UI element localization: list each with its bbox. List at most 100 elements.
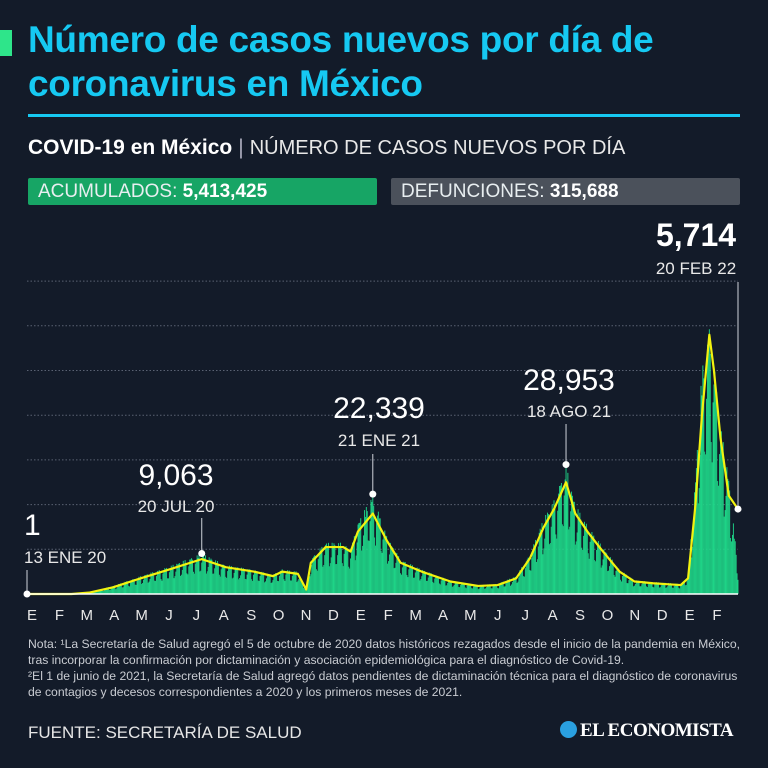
x-tick-label: N: [629, 607, 640, 624]
daily-bar: [480, 585, 482, 594]
daily-bar: [680, 585, 682, 594]
daily-bar: [153, 573, 155, 594]
daily-bar: [326, 543, 328, 594]
daily-bar: [132, 579, 134, 594]
daily-bar: [457, 582, 459, 594]
daily-bar: [691, 557, 693, 594]
daily-bar: [678, 587, 680, 594]
daily-bar: [693, 525, 695, 594]
daily-bar: [282, 571, 284, 594]
accumulated-value: 5,413,425: [182, 181, 268, 202]
daily-bar: [157, 571, 159, 594]
daily-bar: [177, 564, 179, 594]
daily-bar: [621, 581, 622, 594]
daily-bar: [351, 550, 352, 594]
daily-bar: [240, 575, 242, 594]
annotation-value: 22,339: [333, 392, 425, 425]
daily-bar: [211, 559, 213, 594]
daily-bar: [736, 573, 738, 594]
daily-bar: [285, 574, 287, 594]
peak-annotation: 5,714 20 FEB 22: [656, 217, 742, 513]
daily-bar: [663, 583, 665, 594]
daily-bar: [549, 543, 551, 594]
deaths-badge: DEFUNCIONES: 315,688: [391, 178, 740, 205]
daily-bar: [255, 571, 257, 594]
daily-bar: [483, 584, 485, 594]
daily-bar: [639, 586, 641, 594]
daily-bar: [347, 548, 349, 594]
daily-bar: [486, 584, 488, 594]
daily-bar: [122, 587, 124, 594]
daily-bar: [155, 580, 156, 594]
x-tick-label: O: [273, 607, 285, 624]
daily-bar: [581, 547, 583, 594]
daily-bar: [516, 582, 518, 594]
daily-bar: [262, 574, 264, 594]
daily-bar: [438, 583, 440, 594]
daily-bar: [340, 548, 342, 594]
daily-bar: [729, 490, 731, 594]
daily-bar: [266, 573, 268, 594]
daily-bar: [416, 567, 418, 594]
x-tick-label: F: [384, 607, 393, 624]
daily-bar: [590, 535, 592, 594]
annotation-dot: [734, 505, 742, 513]
daily-bar: [314, 555, 315, 594]
daily-bar: [466, 585, 468, 594]
daily-bar: [179, 563, 181, 594]
daily-bar: [328, 566, 330, 594]
daily-bar: [720, 431, 722, 594]
daily-bar: [569, 526, 571, 594]
daily-bar: [162, 573, 164, 594]
daily-bar: [660, 585, 662, 594]
daily-bar: [631, 579, 633, 594]
daily-bar: [139, 578, 141, 594]
daily-bar: [364, 516, 366, 594]
daily-bar: [568, 529, 570, 594]
daily-bar: [421, 576, 423, 594]
daily-bar: [550, 526, 552, 594]
daily-bar: [669, 583, 671, 594]
daily-bar: [334, 545, 336, 594]
daily-bar: [529, 570, 531, 594]
daily-bar: [667, 586, 669, 594]
daily-bar: [430, 573, 432, 594]
daily-bar: [209, 559, 211, 594]
daily-bar: [559, 485, 561, 594]
daily-bar: [616, 566, 618, 594]
x-tick-label: J: [494, 607, 502, 624]
daily-bar: [143, 579, 144, 594]
daily-bar: [233, 572, 235, 594]
daily-bar: [217, 560, 218, 594]
daily-bar: [355, 555, 357, 594]
daily-bar: [687, 577, 689, 594]
daily-bar: [599, 543, 601, 594]
daily-bar: [695, 468, 697, 594]
daily-bar: [230, 566, 232, 594]
daily-bar: [396, 552, 398, 594]
daily-bar: [515, 576, 517, 594]
daily-bar: [460, 585, 462, 594]
daily-bar: [419, 580, 421, 594]
daily-bar: [499, 585, 500, 594]
daily-bar: [519, 570, 521, 594]
daily-bar: [503, 586, 505, 594]
daily-bar: [224, 565, 226, 594]
daily-bar: [630, 577, 632, 594]
x-tick-label: D: [657, 607, 668, 624]
daily-bar: [676, 583, 678, 594]
x-tick-label: J: [165, 607, 173, 624]
daily-bar: [635, 580, 637, 594]
daily-bar: [344, 547, 346, 594]
daily-bar: [417, 569, 419, 594]
daily-bar: [572, 495, 573, 594]
daily-bar: [290, 580, 291, 594]
daily-bar: [361, 550, 363, 594]
daily-bar: [433, 583, 435, 594]
daily-bar: [203, 554, 205, 594]
daily-bar: [323, 565, 325, 594]
daily-bar: [389, 542, 391, 594]
daily-bar: [628, 580, 630, 594]
daily-bar: [443, 579, 445, 594]
